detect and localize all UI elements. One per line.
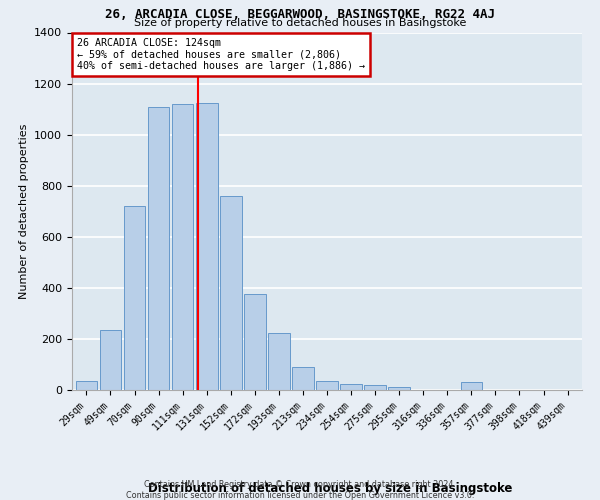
Bar <box>364 385 386 390</box>
Bar <box>244 294 266 390</box>
Bar <box>148 106 169 390</box>
Text: 26 ARCADIA CLOSE: 124sqm
← 59% of detached houses are smaller (2,806)
40% of sem: 26 ARCADIA CLOSE: 124sqm ← 59% of detach… <box>77 38 365 71</box>
Text: 26, ARCADIA CLOSE, BEGGARWOOD, BASINGSTOKE, RG22 4AJ: 26, ARCADIA CLOSE, BEGGARWOOD, BASINGSTO… <box>105 8 495 20</box>
Bar <box>196 102 218 390</box>
Bar <box>172 104 193 390</box>
Bar <box>292 367 314 390</box>
Bar <box>76 381 97 390</box>
Bar <box>268 332 290 390</box>
Bar <box>220 196 242 390</box>
Bar <box>100 330 121 390</box>
Bar <box>124 206 145 390</box>
Y-axis label: Number of detached properties: Number of detached properties <box>19 124 29 299</box>
Bar <box>340 384 362 390</box>
Bar <box>388 388 410 390</box>
Bar <box>316 381 338 390</box>
Text: Contains HM Land Registry data © Crown copyright and database right 2024.
Contai: Contains HM Land Registry data © Crown c… <box>126 480 474 500</box>
Bar <box>461 382 482 390</box>
Text: Distribution of detached houses by size in Basingstoke: Distribution of detached houses by size … <box>148 482 512 495</box>
Text: Size of property relative to detached houses in Basingstoke: Size of property relative to detached ho… <box>134 18 466 28</box>
